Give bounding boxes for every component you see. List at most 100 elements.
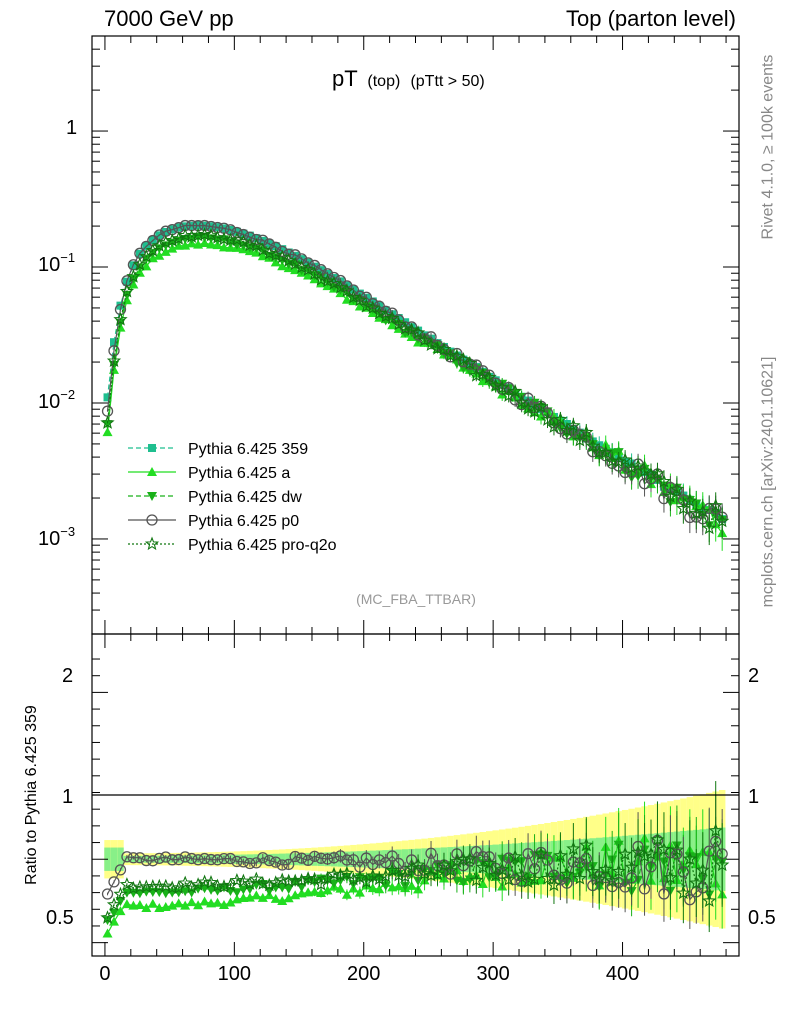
series-point bbox=[451, 359, 462, 369]
ratio-point bbox=[658, 888, 670, 900]
series-point bbox=[423, 337, 439, 352]
series-point bbox=[715, 513, 730, 528]
ratio-point bbox=[153, 852, 165, 865]
ratio-point bbox=[185, 852, 198, 865]
main-axis-ticks bbox=[92, 35, 739, 956]
main-ytick-label-0p001: 10−3 bbox=[38, 524, 75, 550]
series-point bbox=[180, 240, 191, 250]
series-point bbox=[216, 231, 232, 246]
ratio-point bbox=[326, 866, 342, 881]
series-point bbox=[237, 228, 250, 241]
ratio-point bbox=[198, 852, 211, 865]
plot-title: pT (top) (pTtt > 50) bbox=[332, 66, 485, 91]
band-inner-bin bbox=[401, 849, 409, 870]
series-point bbox=[404, 322, 419, 337]
series-point bbox=[410, 325, 426, 339]
series-point bbox=[320, 273, 335, 288]
ratio-point bbox=[288, 873, 303, 888]
ratio-point bbox=[270, 893, 281, 903]
header-left-label: 7000 GeV pp bbox=[104, 6, 234, 31]
series-point bbox=[456, 352, 471, 366]
ratio-point bbox=[223, 877, 238, 892]
ratio-point bbox=[630, 844, 646, 859]
ratio-point bbox=[341, 889, 352, 899]
series-point bbox=[231, 226, 243, 239]
ratio-point bbox=[617, 846, 633, 861]
ratio-ytick-label-0p5-right: 0.5 bbox=[748, 907, 776, 929]
series-point bbox=[566, 418, 581, 432]
series-point bbox=[546, 419, 562, 433]
ratio-point bbox=[501, 872, 516, 886]
main-ytick-label-1: 1 bbox=[66, 117, 77, 139]
ratio-point bbox=[540, 870, 555, 885]
series-point bbox=[387, 320, 398, 330]
ratio-point bbox=[611, 863, 626, 878]
ratio-point bbox=[482, 856, 497, 870]
series-point bbox=[268, 247, 283, 262]
ratio-point bbox=[224, 852, 237, 865]
series-point bbox=[294, 259, 309, 274]
ratio-point bbox=[469, 872, 484, 887]
series-point bbox=[624, 460, 639, 474]
series-point bbox=[469, 368, 484, 382]
legend-label: Pythia 6.425 pro-q2o bbox=[188, 537, 337, 554]
main-ytick-0p01-exp: −2 bbox=[60, 387, 75, 402]
legend: Pythia 6.425 359 Pythia 6.425 a Pythia 6.4… bbox=[128, 441, 337, 554]
ratio-point bbox=[134, 852, 146, 864]
series-point bbox=[540, 412, 555, 426]
ratio-point bbox=[365, 868, 380, 883]
series-point bbox=[109, 338, 118, 347]
series-point bbox=[236, 234, 251, 249]
ratio-point bbox=[180, 900, 191, 910]
x-tick-label: 0 bbox=[99, 963, 110, 985]
ratio-point bbox=[166, 854, 178, 866]
series-point bbox=[300, 262, 316, 276]
ratio-point bbox=[397, 868, 413, 883]
series-point bbox=[281, 253, 296, 267]
series-point bbox=[206, 239, 217, 249]
ratio-point bbox=[101, 888, 114, 900]
series-point bbox=[145, 243, 160, 257]
ratio-point bbox=[307, 871, 322, 886]
ratio-point bbox=[186, 888, 197, 898]
series-point bbox=[520, 401, 536, 415]
series-point bbox=[676, 501, 691, 515]
series-point bbox=[103, 393, 112, 402]
ratio-point bbox=[391, 867, 406, 882]
ratio-point bbox=[650, 832, 665, 846]
band-inner-bin bbox=[110, 847, 118, 871]
series-point bbox=[205, 220, 217, 233]
series-point bbox=[165, 233, 180, 247]
series-point bbox=[572, 432, 587, 447]
ratio-point bbox=[251, 890, 262, 900]
series-point bbox=[302, 257, 314, 269]
series-point bbox=[252, 234, 261, 243]
ratio-point bbox=[598, 861, 613, 876]
series-point bbox=[533, 399, 549, 413]
ratio-point bbox=[605, 873, 620, 887]
series-point bbox=[203, 227, 219, 242]
series-point bbox=[598, 444, 613, 459]
plot-title-sub: (top) bbox=[367, 73, 400, 90]
series-point bbox=[436, 341, 452, 356]
ratio-point bbox=[283, 858, 295, 871]
ratio-point bbox=[341, 854, 353, 866]
series-3 bbox=[101, 219, 728, 536]
series-point bbox=[689, 505, 704, 520]
ratio-ylabel: Ratio to Pythia 6.425 359 bbox=[23, 705, 40, 885]
ratio-point bbox=[244, 857, 256, 870]
ratio-point bbox=[179, 851, 191, 863]
ratio-series-4 bbox=[100, 781, 730, 933]
legend-item-0: Pythia 6.425 359 bbox=[128, 441, 308, 458]
ratio-point bbox=[715, 857, 730, 872]
ratio-point bbox=[514, 867, 529, 881]
ratio-ytick-label-2-right: 2 bbox=[748, 665, 759, 687]
ratio-point bbox=[193, 900, 204, 910]
ratio-point bbox=[406, 880, 417, 890]
ratio-point bbox=[100, 910, 115, 924]
series-point bbox=[430, 341, 445, 355]
series-point bbox=[464, 367, 475, 377]
main-series-group bbox=[100, 219, 730, 551]
ratio-point bbox=[708, 823, 723, 837]
